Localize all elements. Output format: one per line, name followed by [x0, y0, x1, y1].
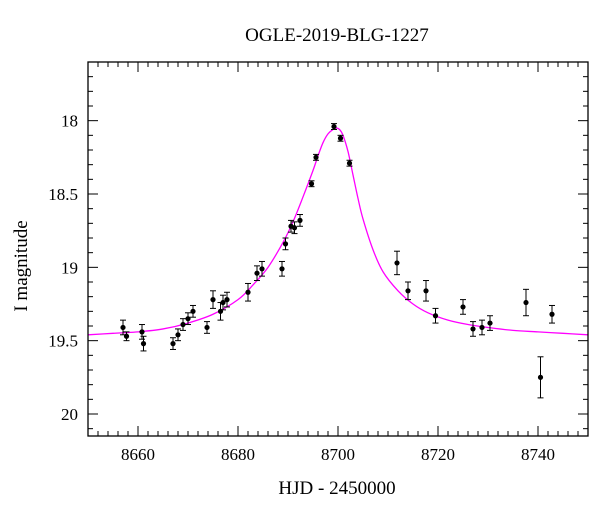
data-point	[549, 304, 555, 324]
data-point	[460, 299, 466, 315]
data-point	[479, 319, 485, 336]
data-point	[537, 356, 544, 399]
data-point	[190, 304, 196, 318]
x-axis-label: HJD - 2450000	[278, 478, 395, 499]
data-marker	[140, 341, 147, 347]
data-marker	[523, 299, 529, 306]
data-marker	[549, 311, 555, 317]
data-marker	[308, 181, 315, 187]
data-marker	[537, 374, 544, 380]
data-point	[210, 290, 216, 309]
data-point	[185, 312, 191, 326]
data-point	[204, 321, 210, 334]
data-point	[180, 318, 186, 331]
data-point	[120, 319, 126, 336]
x-tick-label: 8720	[421, 445, 455, 464]
data-marker	[254, 270, 260, 276]
data-marker	[170, 341, 176, 347]
data-point	[523, 288, 529, 317]
data-point	[123, 331, 130, 342]
data-marker	[297, 217, 303, 223]
data-point	[224, 291, 230, 308]
y-tick-label: 20	[61, 405, 78, 424]
data-point	[423, 280, 429, 302]
data-marker	[204, 324, 210, 331]
data-marker	[180, 321, 186, 328]
data-point	[337, 134, 344, 142]
data-marker	[405, 288, 411, 294]
data-point	[308, 180, 315, 188]
data-marker	[220, 299, 226, 306]
data-marker	[313, 154, 319, 160]
data-point	[405, 281, 411, 301]
y-tick-label: 19.5	[48, 332, 78, 351]
data-point	[432, 307, 439, 324]
data-marker	[460, 304, 466, 310]
data-point	[175, 328, 181, 342]
data-marker	[245, 289, 251, 295]
data-point	[291, 221, 298, 235]
data-point	[170, 337, 176, 350]
data-marker	[279, 266, 285, 272]
x-tick-label: 8740	[521, 445, 555, 464]
model-curve	[87, 127, 589, 336]
x-tick-label: 8680	[221, 445, 255, 464]
data-point	[139, 324, 145, 340]
data-points-group	[120, 123, 555, 399]
data-point	[259, 260, 265, 277]
data-marker	[190, 308, 196, 314]
model-curve-group	[87, 127, 589, 336]
data-point	[254, 265, 260, 282]
data-marker	[479, 324, 485, 331]
x-tick-label: 8700	[321, 445, 355, 464]
x-tick-label: 8660	[121, 445, 155, 464]
data-marker	[423, 288, 429, 294]
data-marker	[259, 266, 265, 272]
data-marker	[185, 316, 191, 322]
data-marker	[210, 297, 216, 303]
data-point	[313, 153, 319, 161]
data-marker	[432, 313, 439, 319]
data-marker	[224, 297, 230, 303]
y-tick-label: 18	[61, 112, 78, 131]
data-marker	[291, 225, 298, 231]
y-tick-label: 19	[61, 258, 78, 277]
data-point	[279, 260, 285, 277]
y-axis-label: I magnitude	[11, 220, 32, 311]
data-marker	[470, 326, 476, 332]
data-marker	[346, 160, 353, 166]
y-tick-label: 18.5	[48, 185, 78, 204]
data-marker	[282, 241, 289, 247]
data-marker	[123, 333, 130, 339]
data-point	[282, 237, 289, 251]
data-point	[394, 250, 400, 276]
data-marker	[175, 332, 181, 338]
data-point	[220, 294, 226, 311]
data-point	[487, 315, 493, 331]
chart-title: OGLE-2019-BLG-1227	[245, 25, 429, 46]
data-point	[331, 123, 337, 130]
data-point	[470, 321, 476, 337]
data-marker	[139, 329, 145, 335]
data-point	[346, 159, 353, 167]
plot-frame	[87, 61, 589, 437]
data-marker	[337, 135, 344, 141]
data-point	[245, 282, 251, 302]
data-marker	[331, 123, 337, 130]
data-marker	[120, 324, 126, 331]
data-point	[297, 214, 303, 227]
data-marker	[394, 260, 400, 266]
data-point	[140, 335, 147, 352]
axis-ticks: 8660 8680 8700 8720 8740 18 18.5 19 19.5 20	[48, 61, 589, 464]
data-marker	[487, 320, 493, 326]
